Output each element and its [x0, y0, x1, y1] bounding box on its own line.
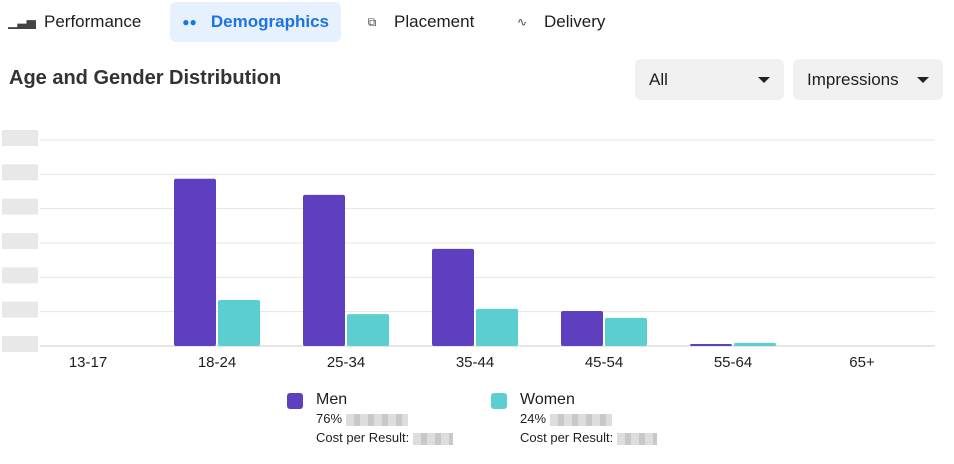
- redacted-value: [616, 432, 657, 445]
- delivery-icon: ∿: [516, 15, 528, 29]
- x-tick-label: 25-34: [327, 354, 365, 371]
- bar-chart-icon: ▁▃▅: [8, 15, 36, 29]
- x-tick-label: 55-64: [714, 354, 752, 371]
- placement-icon: ⧉: [367, 14, 377, 29]
- bar-women-35-44: [476, 308, 518, 346]
- x-tick-label: 18-24: [198, 354, 236, 371]
- men-swatch: [287, 393, 303, 409]
- audience-dropdown[interactable]: All: [635, 59, 784, 100]
- bar-men-45-54: [561, 310, 603, 346]
- bar-men-25-34: [303, 194, 345, 346]
- tab-demographics[interactable]: ●● Demographics: [170, 2, 341, 42]
- redacted-y-tick: [2, 336, 38, 352]
- redacted-y-tick: [2, 164, 38, 181]
- bar-men-55-64: [690, 343, 732, 346]
- tab-delivery[interactable]: ∿ Delivery: [502, 2, 617, 42]
- x-tick-label: 35-44: [456, 354, 494, 371]
- tab-performance[interactable]: ▁▃▅ Performance: [8, 12, 142, 31]
- redacted-y-tick: [2, 301, 38, 318]
- tab-placement[interactable]: ⧉ Placement: [352, 2, 486, 42]
- bar-women-18-24: [218, 299, 260, 346]
- bar-men-18-24: [174, 178, 216, 346]
- caret-down-icon: [917, 76, 929, 83]
- women-swatch: [491, 393, 507, 409]
- bar-women-45-54: [605, 317, 647, 346]
- redacted-value: [549, 413, 612, 426]
- people-icon: ●●: [182, 15, 197, 29]
- bar-women-55-64: [734, 342, 776, 346]
- x-tick-label: 65+: [849, 354, 875, 371]
- x-tick-label: 13-17: [69, 354, 107, 371]
- legend-women: Women 24% Cost per Result:: [491, 391, 657, 447]
- redacted-y-tick: [2, 267, 38, 284]
- redacted-value: [412, 432, 453, 445]
- redacted-y-tick: [2, 198, 38, 215]
- page-title: Age and Gender Distribution: [9, 67, 282, 89]
- redacted-y-tick: [2, 233, 38, 249]
- bar-women-25-34: [347, 314, 389, 346]
- legend-men: Men 76% Cost per Result:: [287, 391, 453, 447]
- bar-men-35-44: [432, 248, 474, 346]
- x-tick-label: 45-54: [585, 354, 623, 371]
- chart: 13-17 18-24 25-34 35-44 45-54 55-64 65+: [2, 130, 935, 371]
- metric-dropdown[interactable]: Impressions: [793, 59, 943, 100]
- redacted-value: [345, 413, 408, 426]
- caret-down-icon: [758, 76, 770, 83]
- redacted-y-tick: [2, 130, 38, 146]
